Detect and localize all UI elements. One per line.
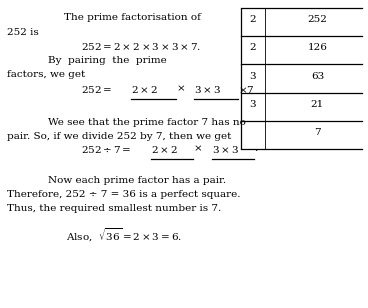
Text: Thus, the required smallest number is 7.: Thus, the required smallest number is 7. [7,204,221,213]
Text: 2: 2 [250,43,256,52]
Text: $.$: $.$ [254,144,258,153]
Text: $ \times $: $ \times $ [176,84,185,93]
Text: $ \times $: $ \times $ [193,144,202,153]
Text: $252 = 2 \times 2 \times 3 \times 3 \times 7.$: $252 = 2 \times 2 \times 3 \times 3 \tim… [81,41,201,52]
Text: 252 is: 252 is [7,28,38,37]
Text: By  pairing  the  prime: By pairing the prime [48,56,167,65]
Text: Therefore, 252 ÷ 7 = 36 is a perfect square.: Therefore, 252 ÷ 7 = 36 is a perfect squ… [7,190,240,199]
Text: $252 = $: $252 = $ [81,84,112,95]
Text: $252 \div 7 = $: $252 \div 7 = $ [81,144,131,155]
Text: 3: 3 [250,72,256,81]
Text: $ \times 7$: $ \times 7$ [238,84,255,95]
Text: factors, we get: factors, we get [7,70,85,79]
Text: We see that the prime factor 7 has no: We see that the prime factor 7 has no [48,118,246,127]
Text: 126: 126 [307,43,328,52]
Text: 2: 2 [250,15,256,24]
Text: The prime factorisation of: The prime factorisation of [64,13,201,22]
Text: 252: 252 [307,15,328,24]
Text: $2 \times 2$: $2 \times 2$ [131,84,158,95]
Text: 7: 7 [314,128,321,137]
Text: Also,  $\sqrt{36} = 2 \times 3 = 6.$: Also, $\sqrt{36} = 2 \times 3 = 6.$ [66,227,183,244]
Text: pair. So, if we divide 252 by 7, then we get: pair. So, if we divide 252 by 7, then we… [7,132,231,140]
Text: 21: 21 [311,100,324,109]
Text: $3 \times 3$: $3 \times 3$ [194,84,221,95]
Text: 63: 63 [311,72,324,81]
Text: $3 \times 3$: $3 \times 3$ [212,144,239,155]
Text: 3: 3 [250,100,256,109]
Text: $2 \times 2$: $2 \times 2$ [151,144,178,155]
Text: Now each prime factor has a pair.: Now each prime factor has a pair. [48,176,226,185]
